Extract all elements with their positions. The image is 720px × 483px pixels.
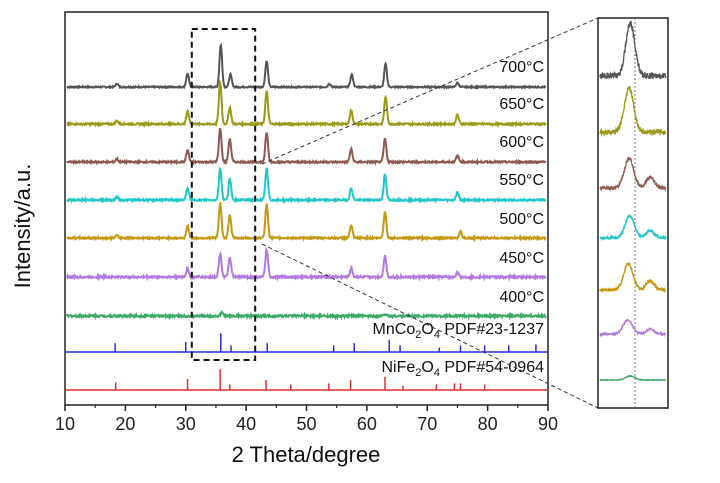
x-tick-label: 50: [296, 414, 316, 434]
x-tick-label: 30: [176, 414, 196, 434]
series-line: [66, 166, 547, 205]
series-label: 450°C: [499, 250, 544, 267]
zoom-inset: [261, 17, 669, 409]
y-axis-label: Intensity/a.u.: [10, 164, 35, 289]
inset-series-line: [599, 156, 667, 192]
series-line: [65, 246, 547, 282]
inset-frame: [597, 17, 669, 409]
series-label: 500°C: [499, 211, 544, 228]
main-plot-area: 10 20 30 40 50 60 70 80 90 700°C 650°C 600°C 550°C 50…: [55, 11, 558, 434]
x-tick-label: 10: [55, 414, 75, 434]
reference-label: MnCo2O4 PDF#23-1237: [373, 321, 545, 341]
x-tick-label: 60: [357, 414, 377, 434]
series-line: [66, 42, 546, 90]
inset-series-line: [599, 213, 667, 242]
x-tick-label: 70: [417, 414, 437, 434]
inset-series-line: [599, 374, 666, 382]
series-label: 700°C: [499, 59, 544, 76]
zoom-box: [190, 28, 257, 361]
series-label: 650°C: [499, 96, 544, 113]
series-line: [65, 309, 547, 321]
x-tick-label: 80: [478, 414, 498, 434]
x-tick-label: 20: [115, 414, 135, 434]
series-line: [66, 201, 547, 243]
inset-series-line: [599, 85, 667, 138]
inset-series-line: [599, 262, 667, 294]
series-label: 600°C: [499, 134, 544, 151]
series-line: [66, 127, 547, 166]
x-axis-label: 2 Theta/degree: [232, 442, 381, 467]
inset-series-line: [599, 318, 667, 338]
series-label: 550°C: [499, 172, 544, 189]
x-tick-label: 90: [538, 414, 558, 434]
zoom-connector: [261, 17, 599, 165]
series-line: [66, 78, 547, 129]
reference-label: NiFe2O4 PDF#54-0964: [381, 359, 544, 379]
x-tick-label: 40: [236, 414, 256, 434]
zoom-connector: [261, 243, 599, 409]
inset-series-line: [599, 20, 667, 80]
series-label: 400°C: [499, 289, 544, 306]
